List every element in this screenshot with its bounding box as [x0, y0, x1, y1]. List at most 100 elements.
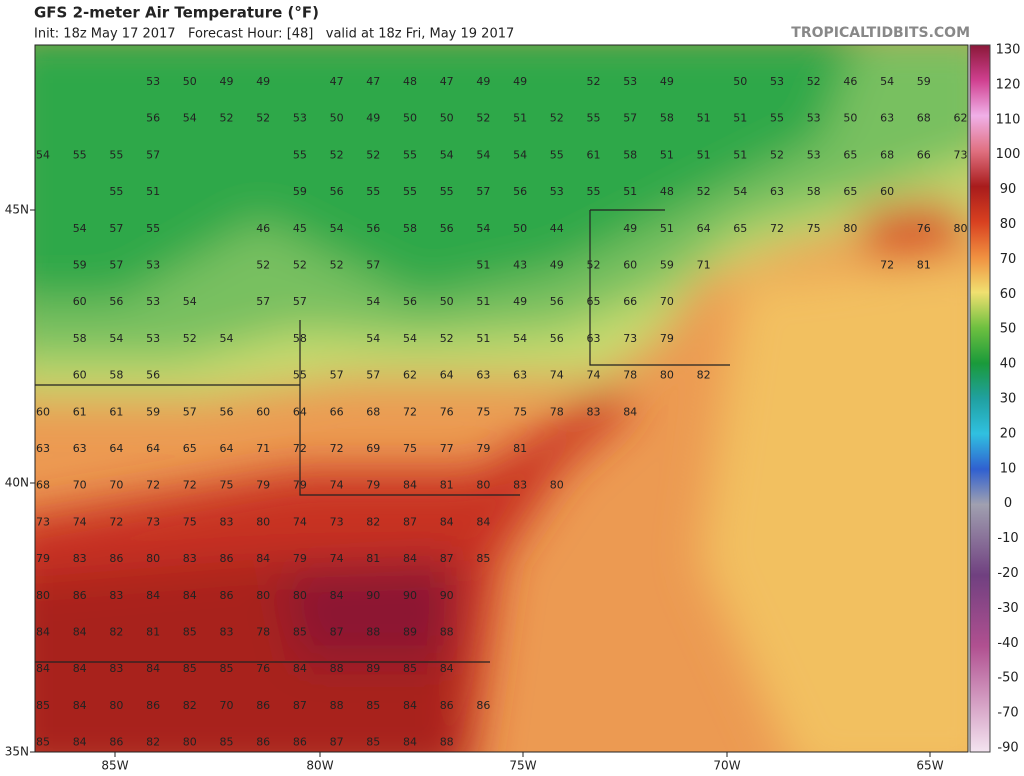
station-temp: 59 — [660, 259, 674, 272]
lon-label: 70W — [713, 759, 740, 773]
station-temp: 59 — [73, 259, 87, 272]
station-temp: 84 — [440, 662, 454, 675]
station-temp: 51 — [513, 112, 527, 125]
station-temp: 59 — [917, 75, 931, 88]
station-temp: 72 — [770, 222, 784, 235]
station-temp: 53 — [807, 112, 821, 125]
station-temp: 70 — [220, 699, 234, 712]
station-temp: 53 — [146, 295, 160, 308]
station-temp: 50 — [403, 112, 417, 125]
station-temp: 51 — [733, 148, 747, 161]
station-temp: 81 — [146, 626, 160, 639]
station-temp: 50 — [513, 222, 527, 235]
station-temp: 80 — [36, 589, 50, 602]
station-temp: 59 — [293, 185, 307, 198]
station-temp: 80 — [476, 479, 490, 492]
station-temp: 79 — [36, 552, 50, 565]
station-temp: 56 — [403, 295, 417, 308]
colorbar-label: 100 — [996, 147, 1021, 162]
station-temp: 82 — [183, 699, 197, 712]
station-temp: 83 — [183, 552, 197, 565]
station-temp: 60 — [880, 185, 894, 198]
station-temp: 65 — [733, 222, 747, 235]
station-temp: 79 — [476, 442, 490, 455]
station-temp: 53 — [623, 75, 637, 88]
colorbar-label: 0 — [1004, 496, 1012, 511]
station-temp: 74 — [73, 515, 87, 528]
colorbar-label: -20 — [997, 566, 1018, 581]
station-temp: 56 — [550, 295, 564, 308]
lat-label: 35N — [5, 745, 29, 759]
station-temp: 84 — [36, 626, 50, 639]
station-temp: 85 — [293, 626, 307, 639]
station-temp: 64 — [146, 442, 160, 455]
station-temp: 60 — [623, 259, 637, 272]
station-temp: 84 — [403, 479, 417, 492]
station-values: 53 50 49 49 47 47 48 47 49 49 52 53 49 50 53 52 46 54 59 56… — [36, 75, 968, 749]
station-temp: 72 — [293, 442, 307, 455]
station-temp: 54 — [733, 185, 747, 198]
colorbar-labels: 1301201101009080706050403020100-10-20-30… — [996, 43, 1021, 756]
station-temp: 51 — [476, 259, 490, 272]
station-temp: 70 — [109, 479, 123, 492]
station-temp: 57 — [109, 222, 123, 235]
station-temp: 78 — [623, 369, 637, 382]
station-temp: 52 — [587, 75, 601, 88]
station-temp: 57 — [366, 259, 380, 272]
station-temp: 58 — [807, 185, 821, 198]
station-temp: 84 — [476, 515, 490, 528]
station-temp: 81 — [366, 552, 380, 565]
station-temp: 54 — [109, 332, 123, 345]
station-temp: 80 — [256, 515, 270, 528]
station-temp: 80 — [146, 552, 160, 565]
station-temp: 49 — [220, 75, 234, 88]
colorbar-label: -90 — [997, 741, 1018, 756]
station-temp: 73 — [146, 515, 160, 528]
station-temp: 60 — [73, 369, 87, 382]
station-temp: 86 — [146, 699, 160, 712]
station-temp: 58 — [109, 369, 123, 382]
station-temp: 80 — [109, 699, 123, 712]
colorbar-label: -70 — [997, 706, 1018, 721]
colorbar-label: -40 — [997, 636, 1018, 651]
station-temp: 80 — [183, 736, 197, 749]
station-temp: 56 — [330, 185, 344, 198]
station-temp: 74 — [330, 479, 344, 492]
station-temp: 63 — [880, 112, 894, 125]
station-temp: 56 — [109, 295, 123, 308]
station-temp: 66 — [330, 405, 344, 418]
station-temp: 68 — [917, 112, 931, 125]
colorbar-label: 30 — [1000, 392, 1017, 407]
station-temp: 84 — [146, 662, 160, 675]
lat-label: 40N — [5, 476, 29, 490]
station-temp: 58 — [623, 148, 637, 161]
station-temp: 73 — [954, 148, 968, 161]
station-temp: 66 — [917, 148, 931, 161]
station-temp: 85 — [36, 736, 50, 749]
colorbar-label: 130 — [996, 43, 1021, 58]
station-temp: 52 — [476, 112, 490, 125]
station-temp: 54 — [183, 112, 197, 125]
station-temp: 86 — [220, 552, 234, 565]
station-temp: 80 — [550, 479, 564, 492]
station-temp: 88 — [330, 662, 344, 675]
station-temp: 85 — [476, 552, 490, 565]
lon-label: 85W — [101, 759, 128, 773]
station-temp: 86 — [476, 699, 490, 712]
station-temp: 76 — [917, 222, 931, 235]
station-temp: 88 — [440, 626, 454, 639]
station-temp: 60 — [256, 405, 270, 418]
station-temp: 87 — [330, 626, 344, 639]
station-temp: 54 — [440, 148, 454, 161]
station-temp: 87 — [440, 552, 454, 565]
station-temp: 55 — [550, 148, 564, 161]
station-temp: 85 — [220, 662, 234, 675]
station-temp: 83 — [109, 662, 123, 675]
station-temp: 84 — [36, 662, 50, 675]
station-temp: 54 — [36, 148, 50, 161]
axis-labels: 85W 80W 75W 70W 65W 45N 40N 35N — [5, 203, 944, 773]
station-temp: 65 — [843, 148, 857, 161]
station-temp: 50 — [843, 112, 857, 125]
temperature-field — [35, 45, 968, 752]
station-temp: 52 — [550, 112, 564, 125]
